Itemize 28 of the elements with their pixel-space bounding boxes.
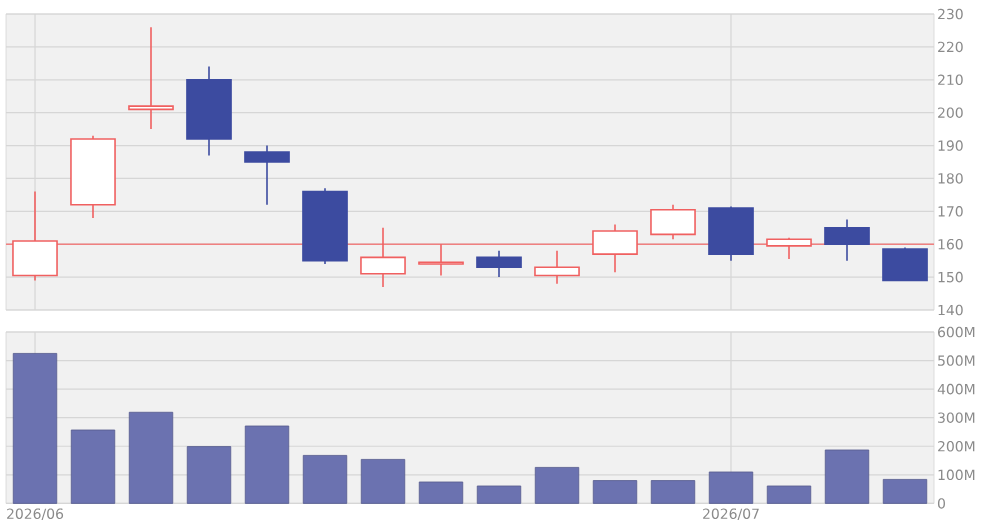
bar xyxy=(12,353,58,504)
bar xyxy=(244,425,290,504)
bar xyxy=(650,480,696,504)
candlestick xyxy=(128,26,174,130)
candlestick xyxy=(592,223,638,273)
bar xyxy=(766,485,812,504)
bar xyxy=(418,481,464,504)
candlestick xyxy=(418,243,464,277)
bar xyxy=(302,455,348,504)
bar xyxy=(708,471,754,504)
candlestick xyxy=(882,246,928,282)
candlestick xyxy=(534,250,580,285)
bar xyxy=(824,449,870,504)
bar xyxy=(360,459,406,504)
bar xyxy=(128,411,174,504)
bar xyxy=(592,480,638,504)
bar xyxy=(186,446,232,504)
bar xyxy=(534,467,580,504)
candlestick xyxy=(360,226,406,288)
bar xyxy=(70,429,116,504)
bar xyxy=(476,485,522,504)
candlestick xyxy=(476,250,522,278)
candlestick xyxy=(650,203,696,241)
candlestick xyxy=(12,190,58,282)
candlestick xyxy=(824,218,870,262)
candlestick xyxy=(244,144,290,206)
candlestick xyxy=(708,205,754,262)
bar xyxy=(882,479,928,504)
